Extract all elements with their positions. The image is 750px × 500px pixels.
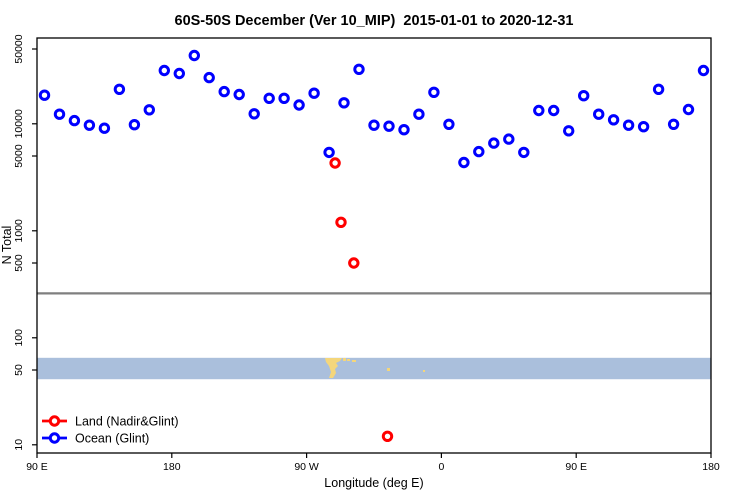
- data-point-ocean: [293, 99, 305, 111]
- y-tick-label: 10: [13, 439, 25, 451]
- data-point-ocean: [578, 90, 590, 102]
- y-tick-label: 50: [13, 364, 25, 376]
- data-point-land: [348, 257, 360, 269]
- data-point-ocean: [443, 118, 455, 131]
- data-point-land: [381, 430, 394, 442]
- data-point-ocean: [248, 108, 260, 120]
- data-point-ocean: [233, 88, 245, 101]
- data-point-ocean: [607, 114, 620, 126]
- data-point-ocean: [473, 145, 485, 158]
- data-point-ocean: [38, 89, 51, 101]
- data-point-ocean: [637, 121, 650, 133]
- data-point-ocean: [113, 83, 126, 96]
- data-point-ocean: [203, 71, 215, 84]
- data-point-ocean: [323, 146, 335, 159]
- data-point-ocean: [263, 92, 275, 105]
- data-point-ocean: [158, 64, 171, 77]
- x-tick-label: 180: [163, 461, 181, 473]
- data-point-ocean: [533, 104, 545, 117]
- data-point-ocean: [593, 108, 605, 120]
- map-band-land-island: [387, 368, 390, 371]
- data-point-ocean: [428, 86, 440, 99]
- data-point-land: [335, 216, 347, 229]
- data-point-ocean: [548, 104, 560, 117]
- map-band-land-island: [352, 360, 356, 362]
- map-band-land-island: [423, 370, 425, 372]
- data-point-ocean: [368, 119, 380, 131]
- data-point-ocean: [518, 146, 530, 159]
- data-point-ocean: [83, 119, 96, 131]
- x-tick-label: 90 W: [294, 461, 319, 473]
- map-band-land-island: [347, 359, 350, 361]
- data-point-ocean: [98, 122, 111, 134]
- x-tick-label: 90 E: [565, 461, 587, 473]
- data-point-ocean: [458, 156, 470, 169]
- data-point-ocean: [218, 85, 230, 98]
- map-band-land-patagonia: [325, 358, 342, 378]
- data-point-ocean: [652, 83, 665, 96]
- data-point-ocean: [353, 63, 365, 76]
- chart-title: 60S-50S December (Ver 10_MIP) 2015-01-01…: [175, 13, 574, 29]
- x-tick-label: 180: [702, 461, 720, 473]
- data-point-ocean: [383, 120, 395, 132]
- y-axis-label: N Total: [0, 226, 14, 265]
- data-point-ocean: [143, 104, 156, 116]
- x-axis-label: Longitude (deg E): [324, 476, 423, 490]
- data-point-ocean: [338, 97, 350, 109]
- y-tick-label: 100: [13, 329, 25, 347]
- data-point-ocean: [563, 125, 575, 137]
- data-point-ocean: [188, 49, 201, 62]
- map-band-land-island: [343, 358, 346, 361]
- y-tick-label: 500: [13, 254, 25, 272]
- data-point-ocean: [413, 108, 425, 120]
- legend-marker: [48, 415, 61, 427]
- y-tick-label: 5000: [13, 144, 25, 168]
- data-point-ocean: [128, 119, 141, 131]
- data-point-ocean: [667, 118, 680, 131]
- data-point-ocean: [278, 92, 290, 105]
- y-tick-label: 1000: [13, 219, 25, 243]
- data-point-ocean: [173, 67, 186, 80]
- data-point-ocean: [697, 64, 710, 77]
- legend-marker: [48, 432, 61, 444]
- legend-label: Ocean (Glint): [75, 432, 149, 446]
- plot-frame: [36, 37, 712, 454]
- data-point-land: [329, 157, 341, 169]
- data-point-ocean: [503, 133, 515, 145]
- x-tick-label: 0: [438, 461, 444, 473]
- data-point-ocean: [682, 103, 695, 116]
- map-band-ocean: [37, 357, 711, 380]
- x-tick-label: 90 E: [26, 461, 48, 473]
- data-point-ocean: [398, 124, 410, 136]
- legend-label: Land (Nadir&Glint): [75, 415, 179, 429]
- data-point-ocean: [68, 114, 81, 127]
- data-point-ocean: [488, 137, 500, 149]
- data-point-ocean: [622, 119, 635, 131]
- plot-area: 90 E 180 90 W 0 90 E 180 50000 10000 5000 1000 500…: [13, 34, 720, 473]
- data-point-ocean: [53, 108, 66, 120]
- data-point-ocean: [308, 87, 320, 99]
- y-tick-label: 10000: [13, 109, 25, 138]
- y-tick-label: 50000: [13, 34, 25, 63]
